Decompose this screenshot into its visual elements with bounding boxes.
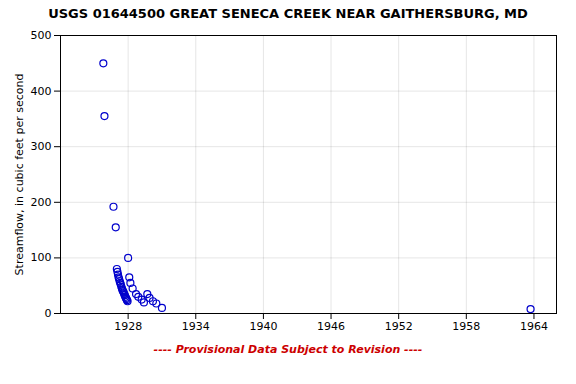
svg-text:1934: 1934 xyxy=(182,320,210,333)
html-text:---- Provisional Data Subject: ---- Provisional Data Subject to Revisio… xyxy=(153,343,423,356)
svg-text:Streamflow, in cubic feet per: Streamflow, in cubic feet per second xyxy=(13,74,26,276)
svg-text:400: 400 xyxy=(31,85,52,98)
svg-text:500: 500 xyxy=(31,29,52,42)
svg-text:1952: 1952 xyxy=(385,320,413,333)
svg-text:1958: 1958 xyxy=(452,320,480,333)
svg-text:300: 300 xyxy=(31,140,52,153)
svg-text:1946: 1946 xyxy=(317,320,345,333)
svg-text:1964: 1964 xyxy=(520,320,548,333)
svg-text:1928: 1928 xyxy=(114,320,142,333)
html-text:USGS 01644500 GREAT SENECA CRE: USGS 01644500 GREAT SENECA CREEK NEAR GA… xyxy=(48,6,528,21)
svg-text:100: 100 xyxy=(31,251,52,264)
svg-text:1940: 1940 xyxy=(249,320,277,333)
svg-text:0: 0 xyxy=(45,307,52,320)
svg-text:200: 200 xyxy=(31,196,52,209)
